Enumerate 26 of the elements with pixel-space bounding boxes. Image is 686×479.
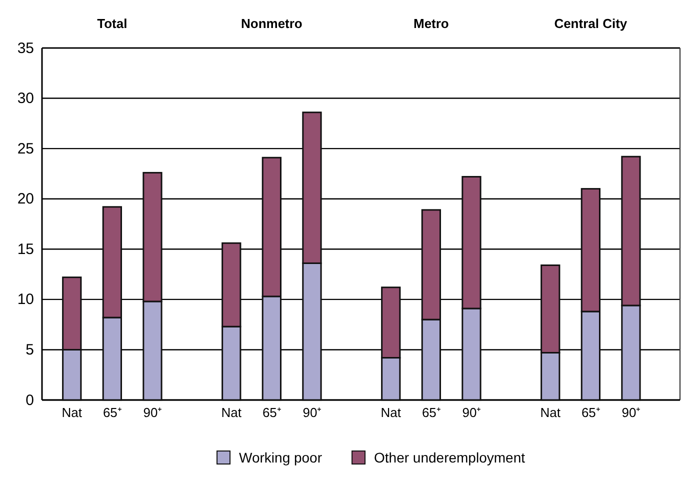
x-tick-label: 65⁺ [102, 405, 122, 420]
x-tick-label: Nat [62, 405, 82, 420]
x-tick-label: 90⁺ [622, 405, 640, 420]
x-tick-label: 90⁺ [462, 405, 481, 420]
legend-label: Other underemployment [374, 450, 526, 466]
chart-title: Central City [554, 16, 628, 31]
x-tick-label: 90⁺ [302, 405, 322, 420]
chart-title: Nonmetro [240, 16, 302, 31]
x-tick-label: 90⁺ [143, 405, 162, 420]
x-tick-label: Nat [380, 405, 402, 420]
y-tick-label: 30 [17, 90, 34, 108]
chart-title: Metro [413, 16, 449, 31]
y-tick-label: 20 [17, 190, 34, 208]
x-tick-label: 65⁺ [262, 405, 281, 420]
x-tick-label: 65⁺ [422, 405, 440, 420]
x-tick-label: 65⁺ [581, 405, 600, 420]
y-tick-label: 10 [17, 291, 34, 308]
y-tick-label: 35 [17, 40, 34, 57]
x-tick-label: Nat [221, 405, 242, 420]
legend-label: Working poor [239, 450, 322, 466]
y-tick-label: 0 [26, 392, 34, 409]
x-tick-label: Nat [540, 405, 561, 420]
chart-title: Total [97, 16, 128, 31]
y-tick-label: 25 [17, 140, 34, 158]
y-tick-label: 5 [26, 342, 34, 359]
y-tick-label: 15 [17, 240, 34, 258]
